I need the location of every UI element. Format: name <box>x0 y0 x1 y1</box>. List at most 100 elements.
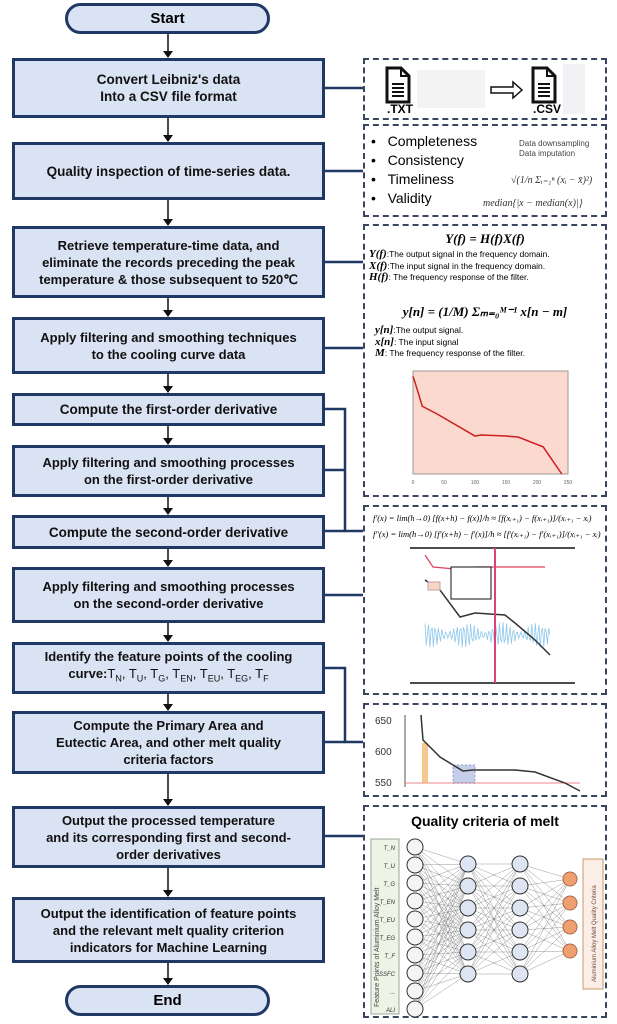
frequency-domain-equation: Y(f) = H(f)X(f) <box>445 231 525 246</box>
network-connection <box>414 900 469 975</box>
network-connection <box>414 954 469 975</box>
bracket-connector <box>325 666 363 744</box>
moving-average-definitions: y[n]:The output signal. x[n]: The input … <box>375 324 525 359</box>
hidden-neuron <box>511 943 529 961</box>
network-connection <box>414 918 469 931</box>
network-connection <box>467 929 521 975</box>
input-label: T_EG <box>379 936 395 942</box>
network-connection <box>519 902 571 953</box>
temperature-series <box>424 579 551 656</box>
feature-point: TEN, <box>172 666 200 684</box>
network-connection <box>414 929 469 938</box>
panel-conversion: .TXT .CSV <box>363 58 607 120</box>
step-filter-first-derivative: Apply filtering and smoothing processes o… <box>12 445 325 497</box>
end-label: End <box>153 992 182 1009</box>
network-connection <box>414 907 469 956</box>
network-connection <box>519 863 571 904</box>
input-neuron <box>406 946 424 964</box>
feature-point: TU, <box>128 666 151 684</box>
hidden-neuron <box>459 921 477 939</box>
network-connection <box>414 864 469 909</box>
zoom-region <box>427 581 441 591</box>
step-filter-second-derivative: Apply filtering and smoothing processes o… <box>12 567 325 623</box>
step-text: criteria factors <box>123 752 214 767</box>
input-label: ALI <box>385 1008 395 1014</box>
network-connection <box>467 885 521 975</box>
step-text: eliminate the records preceding the peak <box>42 254 295 270</box>
second-derivative-equation: f″(x) = lim(h→0) [f′(x+h) − f′(x)]/h ≈ [… <box>373 529 601 539</box>
input-neuron <box>406 874 424 892</box>
network-connection <box>467 863 521 931</box>
step-text: Convert Leibniz's data <box>96 72 241 87</box>
quality-item: • Completeness <box>371 133 478 149</box>
output-neuron <box>562 919 578 935</box>
network-connection <box>414 907 469 974</box>
hidden-neuron <box>459 899 477 917</box>
csv-preview <box>563 64 585 114</box>
input-neuron <box>406 856 424 874</box>
network-connection <box>414 846 469 909</box>
panel-derivatives: f′(x) = lim(h→0) [f(x+h) − f(x)]/h ≈ [f(… <box>363 505 607 695</box>
step-text: Compute the Primary Area and <box>73 718 264 733</box>
network-connection <box>519 907 571 952</box>
network-connection <box>519 878 571 909</box>
network-connection <box>519 885 571 952</box>
arrow-head <box>163 310 173 317</box>
step-text: Identify the feature points of the cooli… <box>44 649 293 665</box>
step-text: Output the identification of feature poi… <box>40 905 297 921</box>
step-second-derivative: Compute the second-order derivative <box>12 515 325 549</box>
network-connection <box>414 846 469 887</box>
network-connection <box>414 907 469 938</box>
output-neuron <box>562 871 578 887</box>
network-connection <box>519 926 571 953</box>
step-text: and the relevant melt quality criterion <box>52 922 285 938</box>
input-neuron <box>406 928 424 946</box>
network-connection <box>519 863 571 880</box>
document-icon <box>531 66 557 104</box>
arrow-head <box>163 219 173 226</box>
mad-formula: median{|x − median(x)|} <box>483 198 583 209</box>
plot-area <box>412 370 569 475</box>
frequency-definitions: Y(f):The output signal in the frequency … <box>369 248 550 283</box>
input-label: ... <box>390 990 395 996</box>
txt-preview <box>417 70 485 108</box>
conversion-graphic <box>385 64 585 114</box>
input-neuron <box>406 964 424 982</box>
network-connection <box>414 900 469 931</box>
network-connection <box>519 878 571 975</box>
feature-point: TEG, <box>227 666 256 684</box>
input-neuron <box>406 1000 424 1017</box>
panel-areas: 650 600 550 <box>363 703 607 797</box>
input-neuron <box>406 838 424 856</box>
step-text: and its corresponding first and second- <box>46 829 291 845</box>
network-connection <box>519 878 571 931</box>
network-connection <box>414 882 469 909</box>
step-convert-csv: Convert Leibniz's data Into a CSV file fo… <box>12 58 325 118</box>
network-connection <box>414 846 469 975</box>
panel-filter: Y(f) = H(f)X(f) Y(f):The output signal i… <box>363 224 607 497</box>
arrow-head <box>163 635 173 642</box>
network-connection <box>414 918 469 953</box>
feature-point: TEU, <box>199 666 228 684</box>
cooling-curve <box>420 714 581 792</box>
network-connection <box>414 907 469 920</box>
x-tick-label: 200 <box>533 480 542 486</box>
network-connection <box>519 950 571 975</box>
network-connection <box>467 863 521 887</box>
csv-label: .CSV <box>533 102 562 116</box>
right-arrow-icon <box>490 80 524 100</box>
step-text: Retrieve temperature-time data, and <box>57 237 280 253</box>
step-text: Output the processed temperature <box>61 812 276 828</box>
feature-point-list: TN, TU, TG, TEN, TEU, TEG, TF <box>107 666 268 684</box>
network-connection <box>414 864 469 975</box>
primary-area <box>422 743 428 783</box>
arrow-head <box>163 799 173 806</box>
network-connection <box>519 907 571 928</box>
arrow-head <box>163 704 173 711</box>
network-connection <box>414 929 469 1010</box>
step-compute-areas: Compute the Primary Area and Eutectic Are… <box>12 711 325 774</box>
step-text: indicators for Machine Learning <box>69 939 268 955</box>
step-output-derivatives: Output the processed temperature and its … <box>12 806 325 868</box>
network-connection <box>414 882 469 953</box>
end-terminal: End <box>65 985 270 1016</box>
